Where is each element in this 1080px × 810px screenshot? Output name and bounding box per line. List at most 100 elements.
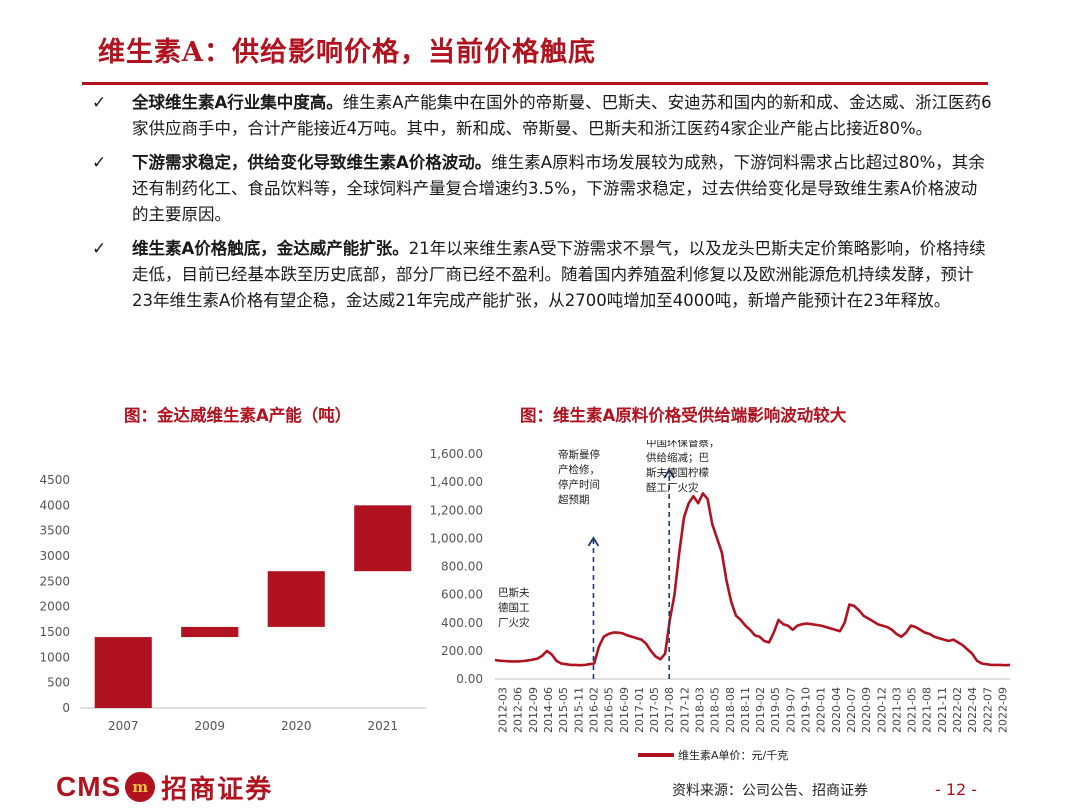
y-tick-label: 200.00 [441,644,483,658]
y-tick-label: 400.00 [441,616,483,630]
page-number: - 12 - [935,780,978,799]
x-tick-label: 2021-08 [921,687,934,733]
x-tick-label: 2018-03 [693,687,706,733]
bullet-text: 维生素A原料市场发展较为成熟，下游饲料需求占比超过80%，其余还有制药化工、食品… [132,153,985,224]
arrow-up-icon [587,536,600,547]
x-tick-label: 2021-05 [906,687,919,733]
y-tick-label: 1,400.00 [430,475,483,489]
bullet-lead: 维生素A价格触底，金达威产能扩张。 [132,239,409,258]
x-tick-label: 2022-07 [981,687,994,733]
check-icon: ✓ [92,93,107,113]
y-tick-label: 500 [47,676,70,690]
x-tick-label: 2022-04 [966,687,979,733]
bullet-lead: 全球维生素A行业集中度高。 [132,93,343,112]
x-tick-label: 2017-08 [663,687,676,733]
annotation-text: 醛工厂火灾 [646,481,699,494]
annotation-text: 巴斯夫 [498,586,530,599]
figure2-title: 图：维生素A原料价格受供给端影响波动较大 [520,406,847,425]
x-tick-label: 2020 [281,719,312,733]
y-tick-label: 4000 [39,498,70,512]
x-tick-label: 2016-02 [587,687,600,733]
y-tick-label: 2000 [39,600,70,614]
x-tick-label: 2016-09 [618,687,631,733]
y-tick-label: 3000 [39,549,70,563]
annotation-text: 中国环保督察， [646,440,720,449]
x-tick-label: 2020-12 [875,687,888,733]
x-tick-label: 2015-11 [572,687,585,733]
y-tick-label: 3500 [39,524,70,538]
logo-cms-text: CMS [56,771,122,802]
annotation-text: 斯夫德国柠檬 [646,466,709,479]
annotation-text: 德国工 [498,601,530,614]
capacity-waterfall-chart: 0 500 1000 1500 2000 2500 3000 3500 4000 4500 2007… [39,473,426,733]
source-note: 资料来源：公司公告、招商证券 [672,783,868,799]
waterfall-bar [267,571,325,627]
page-title: 维生素A：供给影响价格，当前价格触底 [98,37,596,68]
x-tick-label: 2019-05 [769,687,782,733]
price-line [494,492,1011,667]
waterfall-bar [94,637,152,708]
title-underline [82,82,988,85]
y-tick-label: 0 [62,701,70,715]
x-tick-label: 2014-06 [542,687,555,733]
y-tick-label: 800.00 [441,560,483,574]
y-tick-label: 1,000.00 [430,531,483,545]
bullet-list: ✓ 全球维生素A行业集中度高。维生素A产能集中在国外的帝斯曼、巴斯夫、安迪苏和国… [92,90,992,322]
x-tick-label: 2012-06 [512,687,525,733]
price-line-chart: 0.00 200.00 400.00 600.00 800.00 1,000.00 1,20… [430,440,1011,762]
logo-mark-icon: m [125,772,156,802]
x-tick-label: 2016-05 [603,687,616,733]
y-tick-label: 2500 [39,574,70,588]
x-tick-label: 2012-03 [497,687,510,733]
x-tick-label: 2021-11 [936,687,949,733]
annotation-text: 停产时间 [558,478,600,491]
y-tick-label: 4500 [39,473,70,487]
bullet-item: ✓ 全球维生素A行业集中度高。维生素A产能集中在国外的帝斯曼、巴斯夫、安迪苏和国… [92,90,992,142]
x-tick-label: 2021 [367,719,398,733]
x-tick-label: 2022-09 [996,687,1009,733]
x-tick-label: 2019-07 [784,687,797,733]
annotation-text: 帝斯曼停 [558,448,600,461]
legend-label: 维生素A单价：元/千克 [678,748,788,762]
arrow-up-icon [663,468,675,479]
x-tick-label: 2018-05 [709,687,722,733]
y-tick-label: 1,600.00 [430,447,483,461]
x-tick-label: 2021-03 [890,687,903,733]
y-tick-label: 600.00 [441,588,483,602]
x-tick-label: 2007 [108,719,139,733]
x-tick-label: 2017-01 [633,687,646,733]
waterfall-bar [181,626,239,638]
x-tick-label: 2015-05 [557,687,570,733]
x-tick-label: 2009 [194,719,225,733]
x-tick-label: 2017-05 [648,687,661,733]
x-tick-label: 2020-09 [860,687,873,733]
bullet-text: 维生素A产能集中在国外的帝斯曼、巴斯夫、安迪苏和国内的新和成、金达威、浙江医药6… [132,93,992,138]
bullet-text: 21年以来维生素A受下游需求不景气，以及龙头巴斯夫定价策略影响，价格持续走低，目… [132,239,986,310]
check-icon: ✓ [92,153,107,173]
x-tick-label: 2019-10 [800,687,813,733]
x-tick-label: 2020-04 [830,687,843,733]
check-icon: ✓ [92,239,107,259]
x-tick-label: 2020-01 [815,687,828,733]
x-tick-label: 2019-02 [754,687,767,733]
y-tick-label: 0.00 [456,672,483,686]
bullet-lead: 下游需求稳定，供给变化导致维生素A价格波动。 [132,153,492,172]
y-tick-label: 1500 [39,625,70,639]
bullet-item: ✓ 维生素A价格触底，金达威产能扩张。21年以来维生素A受下游需求不景气，以及龙… [92,236,992,314]
x-tick-label: 2018-08 [724,687,737,733]
bullet-item: ✓ 下游需求稳定，供给变化导致维生素A价格波动。维生素A原料市场发展较为成熟，下… [92,150,992,228]
x-tick-label: 2020-07 [845,687,858,733]
x-tick-label: 2012-09 [527,687,540,733]
company-logo: CMS m 招商证券 [56,770,274,805]
annotation-text: 厂火灾 [498,616,530,629]
logo-cn-text: 招商证券 [161,774,274,805]
waterfall-bar [354,505,412,572]
annotation-text: 产检修， [558,463,600,476]
annotation-text: 供给缩减；巴 [646,451,709,464]
y-tick-label: 1,200.00 [430,503,483,517]
annotation-text: 超预期 [558,493,590,506]
x-tick-label: 2017-12 [678,687,691,733]
y-tick-label: 1000 [39,650,70,664]
figure1-title: 图：金达威维生素A产能（吨） [124,406,352,425]
x-tick-label: 2018-11 [739,687,752,733]
